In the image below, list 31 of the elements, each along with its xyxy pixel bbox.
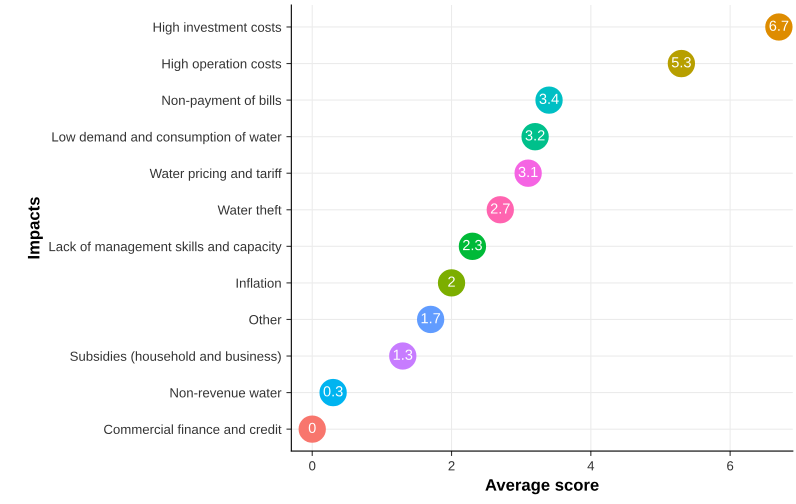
y-tick-label: Commercial finance and credit [104, 424, 282, 434]
y-tick-label: High operation costs [162, 58, 282, 72]
data-label: 0 [308, 422, 316, 434]
data-label: 1.3 [394, 350, 412, 360]
x-axis-title: Average score [485, 479, 599, 494]
y-tick-label: Non-revenue water [170, 388, 282, 398]
data-label: 2.7 [490, 203, 510, 214]
data-label: 5.3 [672, 57, 691, 68]
data-label: 6.7 [769, 20, 788, 31]
y-tick-label: Water theft [218, 205, 282, 215]
y-tick-label: Inflation [236, 278, 281, 288]
y-axis-title: Impacts [28, 197, 43, 258]
y-tick-label: High investment costs [154, 22, 282, 34]
data-label: 2.3 [463, 240, 482, 250]
data-label: 2 [448, 276, 455, 287]
y-tick-label: Water pricing and tariff [150, 168, 282, 181]
y-tick-label: Low demand and consumption of water [52, 132, 282, 144]
data-label: 1.7 [422, 313, 440, 324]
data-label: 3.2 [526, 130, 545, 141]
data-label: 3.1 [518, 166, 538, 178]
y-tick-label: Other [249, 314, 282, 324]
x-tick-label: 0 [309, 461, 316, 470]
point [438, 269, 466, 297]
data-label: 0.3 [324, 386, 343, 396]
x-tick-label: 2 [448, 461, 455, 470]
y-tick-label: Lack of management skills and capacity [49, 242, 282, 254]
x-tick-label: 6 [727, 461, 734, 470]
y-tick-label: Subsidies (household and business) [70, 351, 281, 364]
y-tick-label: Non-payment of bills [162, 95, 282, 108]
data-label: 3.4 [539, 94, 559, 104]
x-tick-label: 4 [587, 461, 594, 470]
